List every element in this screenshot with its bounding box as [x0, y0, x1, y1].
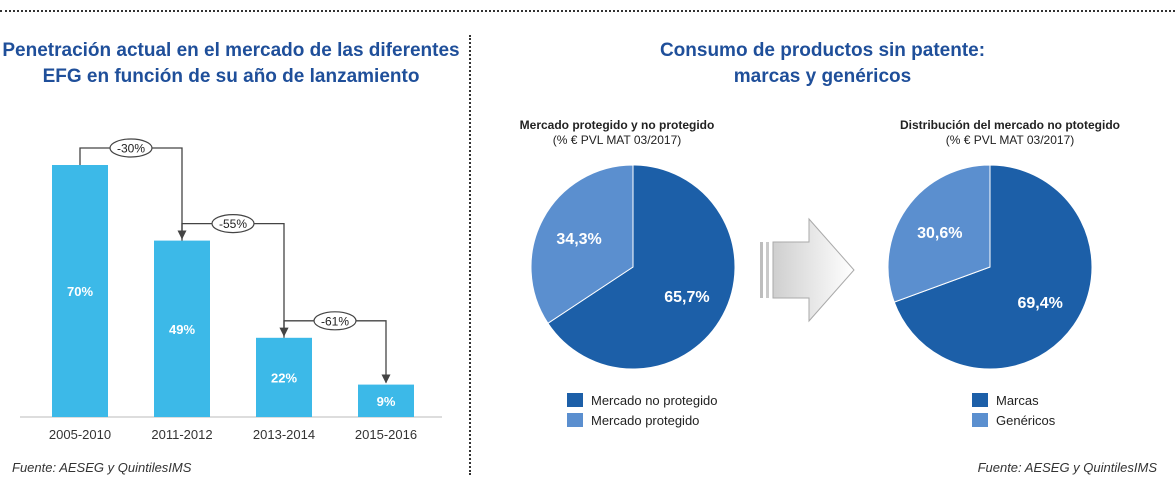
- arrow-right-icon: [760, 217, 855, 323]
- left-source: Fuente: AESEG y QuintilesIMS: [12, 460, 192, 475]
- bar-2013-2014: [256, 337, 312, 417]
- change-badge: [313, 311, 357, 331]
- x-tick-label: 2015-2016: [355, 427, 417, 442]
- pie1-subheading-text: (% € PVL MAT 03/2017): [552, 133, 682, 147]
- pie-value-label: 69,4%: [1017, 295, 1062, 312]
- left-title-line2: EFG en función de su año de lanzamiento: [42, 66, 420, 87]
- legend-label: Marcas: [996, 392, 1039, 408]
- x-tick-label: 2011-2012: [151, 427, 212, 442]
- x-tick-label: 2005-2010: [49, 427, 111, 442]
- pie1-heading: Mercado protegido y no protegido (% € PV…: [487, 118, 747, 148]
- pie-slice-1: [530, 164, 634, 324]
- right-title-line2: marcas y genéricos: [733, 66, 912, 87]
- bar-chart: 70% 2005-2010 49% 2011-2012 22% 2013-2014 9% 20…: [20, 138, 442, 442]
- change-badge: [109, 138, 153, 158]
- legend-item-brands: Marcas: [972, 390, 1055, 410]
- top-dotted-divider: [0, 10, 1175, 12]
- change-badge: [211, 213, 255, 234]
- legend-label: Mercado no protegido: [591, 392, 718, 408]
- right-title-line1: Consumo de productos sin patente:: [659, 40, 986, 61]
- bar-2005-2010: [52, 165, 108, 417]
- bar-2011-2012: [154, 240, 210, 417]
- pie-slice-1: [887, 164, 991, 303]
- legend-swatch-light: [972, 413, 988, 427]
- change-label: -55%: [219, 217, 247, 231]
- pie-slice-0: [547, 164, 736, 370]
- legend-label: Mercado protegido: [591, 412, 700, 428]
- legend-item-protected-market: Mercado protegido: [567, 410, 717, 430]
- bar-value-label: 9%: [377, 394, 396, 409]
- pie-slice-0: [893, 164, 1093, 370]
- pie2-heading: Distribución del mercado no ptotegido (%…: [880, 118, 1140, 148]
- right-chart-title: Consumo de productos sin patente: marcas…: [470, 38, 1175, 90]
- vertical-dotted-divider: [469, 35, 471, 475]
- legend-swatch-dark: [567, 393, 583, 407]
- pie2-legend: Marcas Genéricos: [972, 390, 1055, 430]
- legend-item-generics: Genéricos: [972, 410, 1055, 430]
- bar-value-label: 70%: [67, 284, 93, 299]
- pie1-heading-text: Mercado protegido y no protegido: [519, 118, 715, 132]
- pie-value-label: 30,6%: [917, 225, 962, 242]
- pie2-subheading-text: (% € PVL MAT 03/2017): [945, 133, 1075, 147]
- legend-swatch-light: [567, 413, 583, 427]
- pie1-legend: Mercado no protegido Mercado protegido: [567, 390, 717, 430]
- right-source: Fuente: AESEG y QuintilesIMS: [977, 460, 1157, 475]
- pie-value-label: 65,7%: [664, 289, 709, 306]
- pie-value-label: 34,3%: [556, 231, 601, 248]
- change-label: -30%: [117, 142, 145, 156]
- legend-item-unprotected-market: Mercado no protegido: [567, 390, 717, 410]
- change-label: -61%: [321, 314, 349, 328]
- pie-chart-unprotected: 69,4% 30,6%: [887, 164, 1093, 370]
- pie2-heading-text: Distribución del mercado no ptotegido: [899, 118, 1120, 132]
- pie-chart-market: 65,7% 34,3%: [530, 164, 736, 370]
- left-chart-title: Penetración actual en el mercado de las …: [0, 38, 462, 90]
- left-title-line1: Penetración actual en el mercado de las …: [2, 40, 460, 61]
- bar-value-label: 22%: [271, 370, 297, 385]
- legend-label: Genéricos: [996, 412, 1056, 428]
- bar-value-label: 49%: [169, 322, 195, 337]
- legend-swatch-dark: [972, 393, 988, 407]
- bar-2015-2016: [358, 384, 414, 417]
- x-tick-label: 2013-2014: [253, 427, 315, 442]
